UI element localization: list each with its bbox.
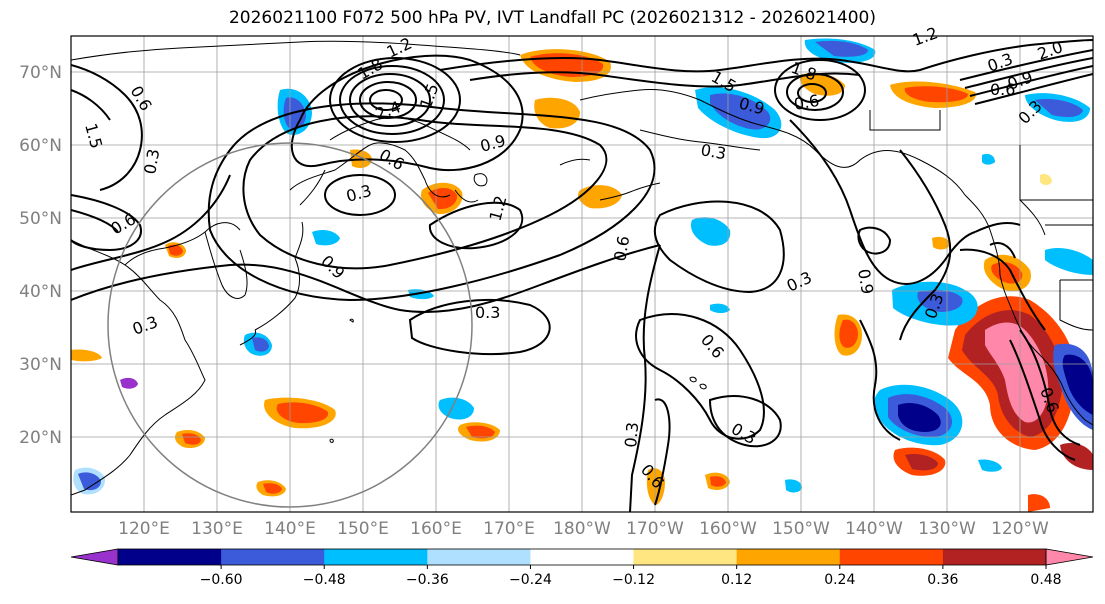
map-border xyxy=(70,35,1094,513)
colorbar-tick-label: −0.48 xyxy=(303,572,346,588)
colorbar-tick-label: 0.36 xyxy=(927,572,958,588)
latitude-labels: 70°N 60°N 50°N 40°N 30°N 20°N xyxy=(19,63,62,448)
contour-label: 0.3 xyxy=(140,147,163,175)
lon-label: 140°E xyxy=(264,519,316,539)
lon-label: 140°W xyxy=(845,519,903,539)
colorbar-extend-low xyxy=(70,548,119,566)
lat-label: 60°N xyxy=(19,136,62,156)
lon-label: 120°W xyxy=(991,519,1049,539)
lon-label: 150°E xyxy=(337,519,389,539)
great-circle xyxy=(107,142,473,508)
colorbar-tick-label: 0.48 xyxy=(1030,572,1061,588)
lon-label: 160°E xyxy=(410,519,462,539)
colorbar-segment xyxy=(839,549,944,565)
contour-label: 0.9 xyxy=(854,267,877,295)
lon-label: 130°E xyxy=(191,519,243,539)
lon-label: 130°W xyxy=(918,519,976,539)
contour-label: 0.6 xyxy=(610,234,633,262)
lon-label: 170°W xyxy=(626,519,684,539)
colorbar-segment xyxy=(427,549,531,565)
colorbar-tick-label: −0.24 xyxy=(509,572,552,588)
colorbar-extend-high xyxy=(1045,548,1094,566)
lon-label: 160°W xyxy=(699,519,757,539)
colorbar-tick-label: −0.36 xyxy=(406,572,449,588)
colorbar-segment xyxy=(221,549,325,565)
contour-label: 0.3 xyxy=(699,140,727,163)
lon-label: 150°W xyxy=(772,519,830,539)
lat-label: 50°N xyxy=(19,209,62,229)
contour-label: 0.3 xyxy=(621,421,642,448)
lat-label: 20°N xyxy=(19,428,62,448)
colorbar-tick-label: 0.24 xyxy=(824,572,855,588)
lon-label: 180°W xyxy=(553,519,611,539)
map-area xyxy=(71,36,1093,512)
longitude-labels: 120°E 130°E 140°E 150°E 160°E 170°E 180°… xyxy=(118,519,1049,539)
contour-label: 0.3 xyxy=(475,303,500,322)
colorbar-tick-label: 0.12 xyxy=(721,572,752,588)
colorbar-segment xyxy=(530,549,635,565)
colorbar-tick-label: −0.12 xyxy=(612,572,655,588)
lat-label: 70°N xyxy=(19,63,62,83)
graticule xyxy=(71,36,1093,512)
lat-label: 30°N xyxy=(19,355,62,375)
colorbar-segment xyxy=(118,549,222,565)
pv-contours xyxy=(71,39,1093,512)
colorbar-tick-label: −0.60 xyxy=(200,572,243,588)
lon-label: 170°E xyxy=(483,519,535,539)
lat-label: 40°N xyxy=(19,282,62,302)
colorbar: −0.60 −0.48 −0.36 −0.24 −0.12 0.12 0.24 0.36 0.4… xyxy=(70,548,1094,588)
contour-label: 0.6 xyxy=(990,80,1015,99)
colorbar-segment xyxy=(324,549,428,565)
contour-label: 0.6 xyxy=(792,91,820,114)
colorbar-border xyxy=(117,548,1047,566)
map-title: 2026021100 F072 500 hPa PV, IVT Landfall… xyxy=(228,8,876,28)
colorbar-segment xyxy=(942,549,1047,565)
colorbar-segment xyxy=(736,549,841,565)
lon-label: 120°E xyxy=(118,519,170,539)
colorbar-segment xyxy=(633,549,738,565)
